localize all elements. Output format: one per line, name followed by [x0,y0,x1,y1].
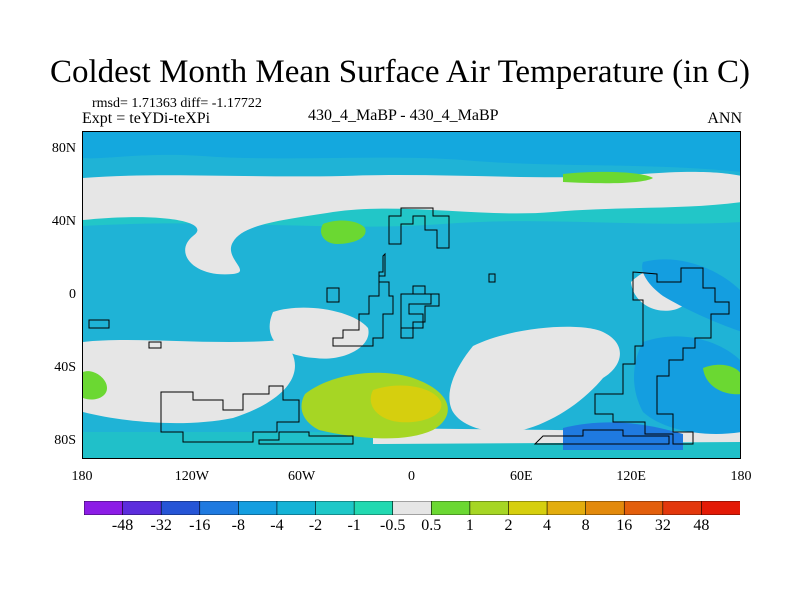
legend-color-box [585,501,625,515]
land-outline-island-atlantic [326,287,340,303]
legend-color-box [623,501,664,515]
land-outline-island-east [488,273,496,283]
field-northern-neutral [83,171,740,275]
legend-color-box [353,501,394,515]
land-outline-eurasia [594,267,730,445]
legend-color-box [392,501,432,515]
field-atlantic-neutral [449,326,620,432]
temperature-field [83,132,740,458]
legend-level-label: -4 [270,517,284,534]
land-outline-antarctic-west [258,431,354,445]
legend-color-box [238,501,278,515]
legend-level-label: -0.5 [380,517,406,534]
legend-level-label: -2 [308,517,323,534]
plot-title: Coldest Month Mean Surface Air Temperatu… [50,54,750,90]
legend-color-box [276,501,317,515]
legend-color-box [662,501,703,515]
field-southwest-neutral [83,340,295,424]
lat-tick-label: 40S [54,359,76,375]
legend-level-label: 48 [693,517,710,534]
legend-level-label: -48 [111,517,134,534]
field-green-patch-west [83,371,107,400]
field-green-patch-north [320,220,366,244]
legend-color-box [122,501,162,515]
lat-tick-label: 40N [51,214,76,230]
lat-tick-label: 80S [54,432,76,448]
lon-tick-label: 0 [408,469,415,484]
legend-level-label: 8 [581,517,590,534]
legend-level-label: -16 [189,517,211,534]
season-label: ANN [707,110,742,127]
field-green-patch-east [703,364,740,395]
map-panel [82,131,741,459]
land-outline-island-small [148,341,162,349]
field-green-patch-arctic [563,171,653,184]
land-outline-greenland [388,207,450,249]
field-southern-ocean-negative [634,336,740,434]
lon-tick-label: 120W [174,469,209,484]
land-outline-africa-west [400,285,440,339]
lon-tick-label: 60W [288,469,316,484]
color-legend-bar [84,501,740,515]
land-outline-island-west [88,319,110,329]
land-outline-antarctic-east [533,429,670,445]
case-label: 430_4_MaBP - 430_4_MaBP [308,107,499,124]
legend-level-label: 16 [616,517,633,534]
legend-color-box [160,501,201,515]
lon-tick-label: 180 [730,469,752,484]
rmsd-diff-stats: rmsd= 1.71363 diff= -1.17722 [92,96,262,111]
lat-tick-label: 80N [51,141,76,157]
legend-level-label: 1 [465,517,474,534]
legend-level-label: -1 [347,517,361,534]
land-outline-africa-inner [400,293,432,329]
legend-color-box [701,501,740,515]
legend-color-box [508,501,548,515]
lon-tick-label: 120E [616,469,646,484]
legend-color-box [315,501,355,515]
legend-level-label: 32 [654,517,671,534]
legend-level-label: -8 [231,517,245,534]
field-arctic-band [83,132,740,172]
lat-tick-label: 0 [69,287,76,302]
legend-color-box [469,501,510,515]
legend-color-box [84,501,124,515]
legend-color-box [430,501,471,515]
lon-tick-label: 180 [71,469,93,484]
legend-level-label: 0.5 [421,517,442,534]
land-outline-south-pacific [160,385,300,443]
legend-color-box [546,501,587,515]
field-eastern-negative [642,259,740,332]
legend-level-label: -32 [150,517,172,534]
experiment-label: Expt = teYDi-teXPi [82,110,211,127]
legend-level-label: 2 [504,517,513,534]
legend-color-box [199,501,239,515]
legend-level-label: 4 [543,517,552,534]
field-warm-anomaly-core [370,385,442,423]
land-outline-americas [332,252,394,347]
lon-tick-label: 60E [510,469,533,484]
